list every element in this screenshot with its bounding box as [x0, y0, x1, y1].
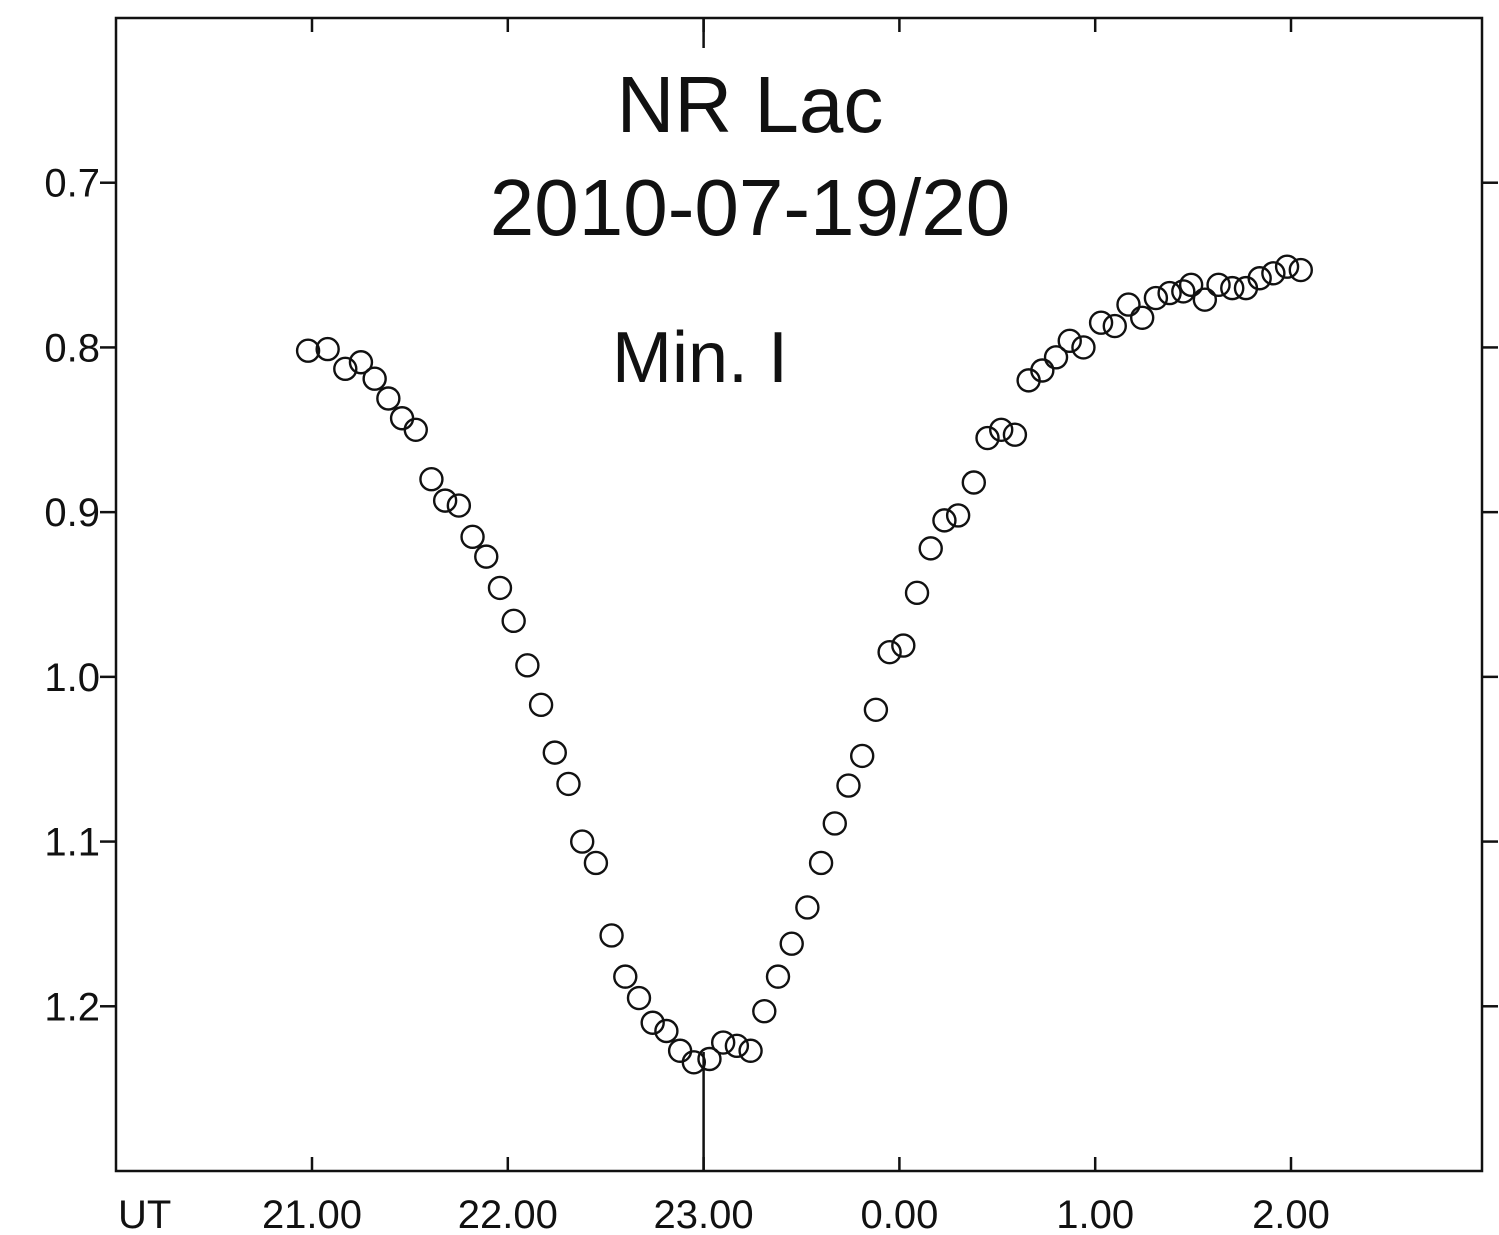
data-point [474, 544, 499, 569]
data-point [697, 1046, 722, 1072]
data-point [389, 406, 415, 431]
data-point [1220, 275, 1245, 301]
y-tick-label: 0.9 [44, 491, 100, 535]
data-point [654, 1018, 679, 1044]
data-point [528, 692, 554, 718]
data-point [1002, 422, 1028, 447]
data-point [836, 773, 861, 798]
data-point [891, 633, 916, 658]
data-point [583, 850, 609, 876]
y-tick-label: 1.2 [44, 985, 100, 1029]
data-point [1071, 335, 1096, 360]
data-point [556, 771, 581, 797]
x-tick-label: 21.00 [262, 1193, 362, 1235]
data-point [795, 895, 820, 920]
data-point [1206, 272, 1231, 298]
data-point [724, 1033, 750, 1059]
data-point [1030, 358, 1055, 383]
data-point [333, 356, 358, 382]
data-point [487, 575, 513, 601]
data-point [1247, 266, 1272, 291]
data-point [1261, 261, 1286, 286]
data-point [599, 923, 624, 948]
data-point [626, 985, 652, 1011]
data-point [918, 536, 943, 561]
y-tick-label: 1.0 [44, 656, 100, 700]
data-point [1178, 272, 1204, 298]
data-point [1274, 254, 1300, 279]
data-point [822, 811, 847, 836]
y-tick-label: 0.7 [44, 162, 100, 206]
data-point [613, 964, 638, 989]
data-point [1088, 310, 1114, 335]
data-point [975, 425, 1000, 451]
chart-title: NR Lac [617, 60, 884, 149]
data-point [501, 608, 526, 634]
data-point [1102, 313, 1127, 339]
plot-frame [114, 16, 1484, 1173]
data-point [362, 366, 387, 391]
x-tick-label: 22.00 [458, 1193, 558, 1235]
data-point [765, 964, 791, 989]
data-point [945, 503, 971, 528]
data-point [849, 743, 875, 769]
x-axis-tick-labels: 21.00 22.00 23.00 0.00 1.00 2.00 [262, 1193, 1330, 1235]
data-point [1116, 292, 1141, 317]
y-axis-tick-labels: 0.7 0.8 0.9 1.0 1.1 1.2 [44, 162, 100, 1030]
data-point [1143, 285, 1169, 311]
data-point [738, 1038, 763, 1063]
data-point [877, 639, 902, 665]
x-tick-label: 2.00 [1252, 1193, 1330, 1235]
minimum-annotation: Min. I [612, 318, 788, 398]
data-point [961, 470, 987, 495]
x-tick-label: 1.00 [1056, 1193, 1134, 1235]
x-tick-label: 0.00 [860, 1193, 938, 1235]
data-point [667, 1038, 693, 1063]
data-point [460, 524, 485, 550]
data-point [863, 697, 889, 722]
data-point [779, 931, 804, 956]
data-point [376, 386, 401, 411]
data-points [295, 254, 1313, 1075]
data-point [570, 829, 595, 854]
data-point [348, 350, 374, 375]
data-point [315, 336, 340, 362]
data-point [1288, 257, 1313, 283]
data-point [989, 417, 1014, 442]
data-point [295, 338, 321, 363]
data-point [403, 417, 428, 442]
y-tick-label: 1.1 [44, 821, 100, 865]
data-point [710, 1030, 736, 1055]
data-point [1171, 279, 1196, 304]
y-axis-ticks [100, 181, 1498, 1008]
chart-subtitle: 2010-07-19/20 [490, 163, 1010, 252]
data-point [1192, 287, 1218, 312]
data-point [808, 850, 834, 876]
data-point [904, 580, 930, 606]
data-point [932, 508, 957, 533]
x-axis-label: UT [118, 1193, 171, 1235]
data-point [752, 999, 777, 1024]
data-point [432, 488, 458, 513]
data-point [515, 653, 540, 678]
data-point [1157, 280, 1182, 306]
data-point [419, 467, 444, 492]
x-tick-label: 23.00 [654, 1193, 754, 1235]
y-tick-label: 0.8 [44, 326, 100, 370]
data-point [446, 493, 472, 518]
data-point [1057, 328, 1082, 354]
data-point [1043, 345, 1069, 370]
data-point [640, 1010, 665, 1035]
data-point [681, 1050, 707, 1075]
data-point [1129, 305, 1155, 330]
data-point [542, 740, 567, 765]
